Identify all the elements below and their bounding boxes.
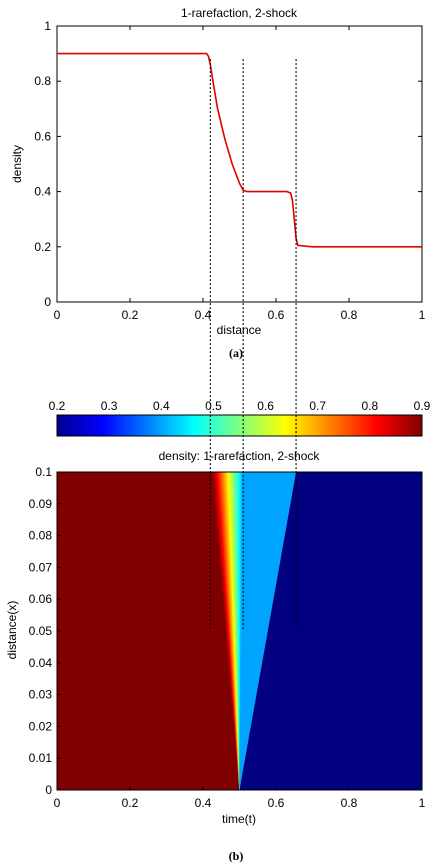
chart-b-ytick-label: 0.03 (29, 688, 53, 702)
intermediate-state-region (239, 472, 297, 790)
colorbar-tick-label: 0.8 (362, 399, 379, 413)
chart-a-ylabel: density (10, 145, 24, 183)
colorbar-tick-label: 0.9 (414, 399, 431, 413)
chart-a-xtick-label: 1 (419, 308, 426, 322)
chart-b-xtick-label: 0 (54, 796, 61, 810)
colorbar: 0.2 0.3 0.4 0.5 0.6 0.7 0.8 0.9 (49, 399, 431, 437)
chart-b-ytick-label: 0.09 (29, 497, 53, 511)
colorbar-gradient (56, 414, 423, 437)
chart-a-xtick-label: 0.4 (195, 308, 212, 322)
chart-a-xtick-label: 0.8 (341, 308, 358, 322)
chart-b-xtick-label: 0.6 (268, 796, 285, 810)
chart-a-plot-area (56, 25, 423, 303)
panel-a-label: (a) (229, 346, 243, 360)
chart-a-ytick-label: 0.8 (34, 74, 51, 88)
chart-a-xtick-label: 0 (54, 308, 61, 322)
right-state-region (239, 472, 422, 790)
chart-a-ytick-label: 0.4 (34, 185, 51, 199)
colorbar-tick-label: 0.2 (49, 399, 66, 413)
chart-a-ytick-label: 0.6 (34, 129, 51, 143)
chart-b-ytick-label: 0.1 (35, 465, 52, 479)
colorbar-tick-label: 0.3 (101, 399, 118, 413)
panel-b-label: (b) (229, 849, 244, 863)
chart-b-ytick-label: 0.04 (29, 656, 53, 670)
density-heatmap: density: 1-rarefaction, 2-shock 0 0.2 0.4 0… (5, 449, 426, 863)
chart-a-xtick-label: 0.6 (268, 308, 285, 322)
chart-a-ytick-label: 0.2 (34, 240, 51, 254)
chart-b-ytick-label: 0.05 (29, 624, 53, 638)
density-line-chart: 1-rarefaction, 2-shock 0 0.2 0.4 0.6 0.8 1 0 0… (10, 6, 426, 360)
chart-b-ytick-label: 0.02 (29, 719, 53, 733)
chart-a-title: 1-rarefaction, 2-shock (181, 6, 298, 20)
chart-b-xtick-label: 0.8 (341, 796, 358, 810)
chart-b-ytick-label: 0.07 (29, 560, 53, 574)
colorbar-tick-label: 0.7 (309, 399, 326, 413)
chart-b-ytick-label: 0.08 (29, 529, 53, 543)
chart-a-ytick-label: 1 (44, 19, 51, 33)
chart-b-xtick-label: 1 (419, 796, 426, 810)
chart-b-ytick-label: 0 (45, 783, 52, 797)
chart-b-ytick-label: 0.06 (29, 592, 53, 606)
density-curve (57, 52, 422, 248)
colorbar-tick-label: 0.5 (205, 399, 222, 413)
chart-a-ytick-label: 0 (44, 295, 51, 309)
chart-b-title: density: 1-rarefaction, 2-shock (159, 449, 321, 463)
chart-b-xtick-label: 0.4 (195, 796, 212, 810)
colorbar-tick-label: 0.4 (153, 399, 170, 413)
chart-a-xtick-label: 0.2 (122, 308, 139, 322)
colorbar-tick-label: 0.6 (257, 399, 274, 413)
chart-b-ylabel: distance(x) (5, 601, 19, 660)
chart-b-xlabel: time(t) (222, 812, 256, 826)
chart-b-xtick-label: 0.2 (122, 796, 139, 810)
chart-b-ytick-label: 0.01 (29, 751, 53, 765)
chart-a-xlabel: distance (217, 323, 262, 337)
